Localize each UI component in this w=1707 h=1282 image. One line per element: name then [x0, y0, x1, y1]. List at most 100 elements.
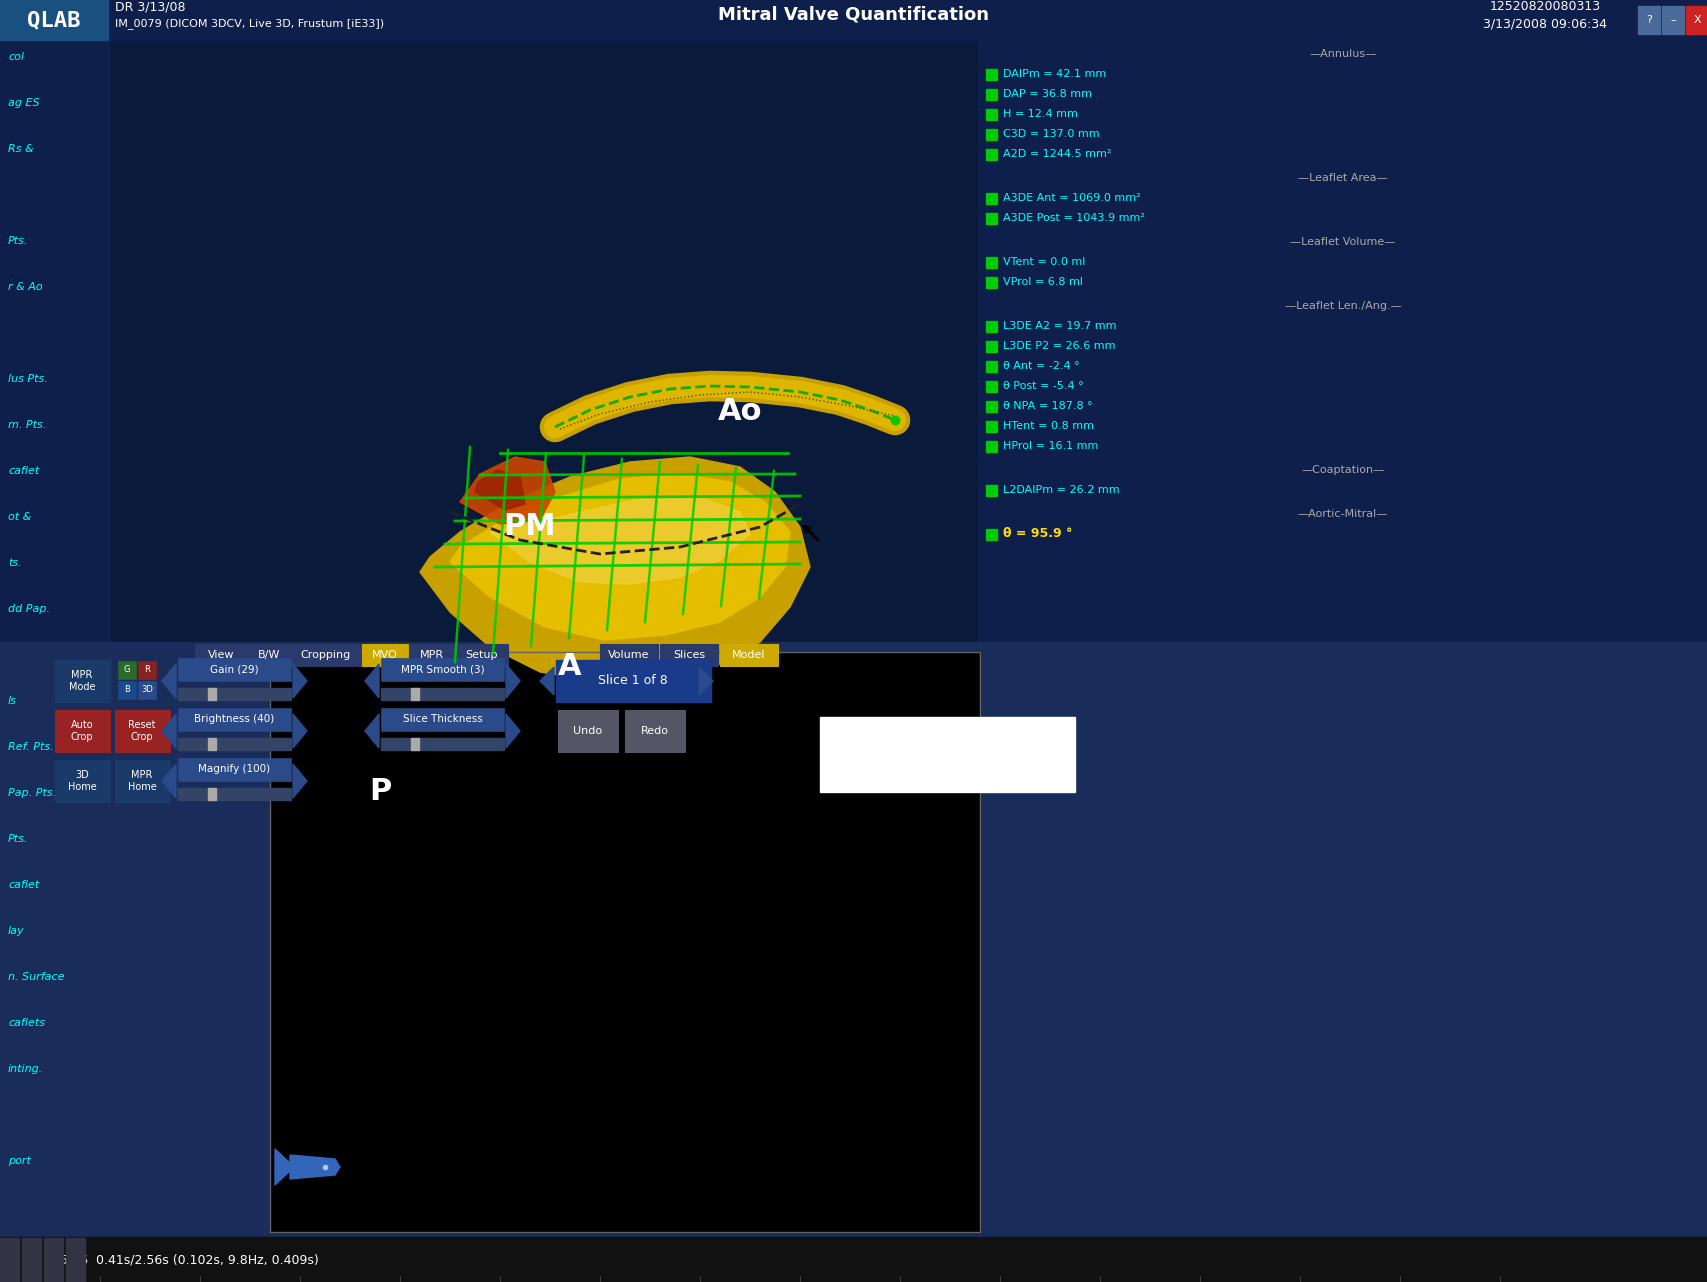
- Bar: [381, 738, 504, 750]
- Text: Undo: Undo: [574, 726, 603, 736]
- Text: θ = 95.9 °: θ = 95.9 °: [1002, 527, 1072, 541]
- Polygon shape: [275, 1149, 292, 1185]
- Bar: [985, 529, 997, 540]
- Text: Slices: Slices: [673, 650, 705, 660]
- Bar: [208, 738, 215, 750]
- Text: lay: lay: [9, 926, 24, 936]
- Bar: [55, 760, 109, 803]
- Bar: [985, 213, 997, 224]
- Bar: [985, 109, 997, 121]
- Text: MPR: MPR: [420, 650, 444, 660]
- Polygon shape: [505, 714, 519, 747]
- Text: Redo: Redo: [640, 726, 669, 736]
- Bar: [985, 129, 997, 140]
- Polygon shape: [294, 714, 307, 747]
- Text: Brightness (40): Brightness (40): [195, 714, 275, 724]
- Bar: [67, 1238, 85, 1282]
- Bar: [55, 710, 109, 753]
- Bar: [985, 194, 997, 204]
- Bar: [408, 644, 454, 667]
- Text: MPR
Mode: MPR Mode: [68, 670, 96, 692]
- Text: ot &: ot &: [9, 512, 31, 522]
- Text: θ Ant = -2.4 °: θ Ant = -2.4 °: [1002, 362, 1079, 370]
- Bar: [138, 662, 155, 679]
- Text: Pts.: Pts.: [9, 236, 29, 246]
- Text: L3DE A2 = 19.7 mm: L3DE A2 = 19.7 mm: [1002, 320, 1116, 331]
- Bar: [985, 88, 997, 100]
- Bar: [556, 660, 710, 703]
- Text: Reset
Crop: Reset Crop: [128, 720, 155, 742]
- Bar: [178, 708, 290, 731]
- Text: Gain (29): Gain (29): [210, 664, 259, 674]
- Bar: [381, 688, 504, 700]
- Bar: [0, 1237, 1707, 1282]
- Text: L3DE P2 = 26.6 mm: L3DE P2 = 26.6 mm: [1002, 341, 1115, 351]
- Text: HProl = 16.1 mm: HProl = 16.1 mm: [1002, 441, 1098, 451]
- Text: lus Pts.: lus Pts.: [9, 374, 48, 385]
- Polygon shape: [294, 664, 307, 697]
- Text: ?: ?: [1646, 15, 1651, 26]
- Bar: [208, 788, 215, 800]
- Polygon shape: [365, 664, 379, 697]
- Bar: [118, 681, 137, 699]
- Bar: [1685, 6, 1707, 35]
- Bar: [114, 710, 171, 753]
- Text: n. Surface: n. Surface: [9, 972, 65, 982]
- Bar: [558, 710, 618, 753]
- Text: Pts.: Pts.: [9, 835, 29, 844]
- Text: G: G: [123, 665, 130, 674]
- Text: 12520820080313: 12520820080313: [1489, 0, 1599, 14]
- Bar: [114, 760, 171, 803]
- Text: —Annulus—: —Annulus—: [1309, 49, 1376, 59]
- Bar: [178, 758, 290, 781]
- Bar: [985, 341, 997, 353]
- Bar: [985, 381, 997, 392]
- Bar: [1661, 6, 1683, 35]
- Bar: [985, 485, 997, 496]
- Text: ts.: ts.: [9, 558, 22, 568]
- Polygon shape: [162, 664, 176, 697]
- Bar: [178, 738, 290, 750]
- Text: MPR
Home: MPR Home: [128, 770, 157, 792]
- Polygon shape: [365, 714, 379, 747]
- Text: DR 3/13/08: DR 3/13/08: [114, 0, 186, 14]
- Text: port: port: [9, 1156, 31, 1167]
- Text: A2D = 1244.5 mm²: A2D = 1244.5 mm²: [1002, 149, 1111, 159]
- Text: DAP = 36.8 mm: DAP = 36.8 mm: [1002, 88, 1091, 99]
- Polygon shape: [162, 764, 176, 797]
- Text: 5/26  0.41s/2.56s (0.102s, 9.8Hz, 0.409s): 5/26 0.41s/2.56s (0.102s, 9.8Hz, 0.409s): [60, 1254, 319, 1267]
- Text: r & Ao: r & Ao: [9, 282, 43, 292]
- Text: caflets: caflets: [9, 1018, 44, 1028]
- Text: Ref. Pts.: Ref. Pts.: [9, 742, 53, 753]
- Bar: [411, 688, 418, 700]
- Polygon shape: [698, 667, 712, 695]
- Bar: [985, 256, 997, 268]
- Bar: [195, 644, 248, 667]
- Text: caflet: caflet: [9, 879, 39, 890]
- Text: A: A: [558, 653, 582, 682]
- Bar: [138, 681, 155, 699]
- Text: —Leaflet Len./Ang.—: —Leaflet Len./Ang.—: [1284, 301, 1400, 312]
- Text: caflet: caflet: [9, 465, 39, 476]
- Bar: [985, 277, 997, 288]
- Text: H = 12.4 mm: H = 12.4 mm: [1002, 109, 1077, 119]
- Text: DAIPm = 42.1 mm: DAIPm = 42.1 mm: [1002, 69, 1106, 79]
- Bar: [0, 642, 1707, 1282]
- Bar: [0, 0, 108, 40]
- Polygon shape: [459, 456, 555, 524]
- Bar: [270, 653, 980, 1232]
- Text: L2DAIPm = 26.2 mm: L2DAIPm = 26.2 mm: [1002, 485, 1120, 495]
- Text: B/W: B/W: [258, 650, 280, 660]
- Text: Volume: Volume: [608, 650, 649, 660]
- Text: Auto
Crop: Auto Crop: [70, 720, 94, 742]
- Polygon shape: [294, 764, 307, 797]
- Bar: [720, 644, 778, 667]
- Text: Magnify (100): Magnify (100): [198, 764, 270, 774]
- Text: Ao: Ao: [717, 397, 761, 427]
- Bar: [362, 644, 408, 667]
- Bar: [411, 738, 418, 750]
- Polygon shape: [420, 456, 809, 682]
- Bar: [270, 653, 980, 1232]
- Text: IM_0079 (DICOM 3DCV, Live 3D, Frustum [iE33]): IM_0079 (DICOM 3DCV, Live 3D, Frustum [i…: [114, 18, 384, 29]
- Text: inting.: inting.: [9, 1064, 43, 1074]
